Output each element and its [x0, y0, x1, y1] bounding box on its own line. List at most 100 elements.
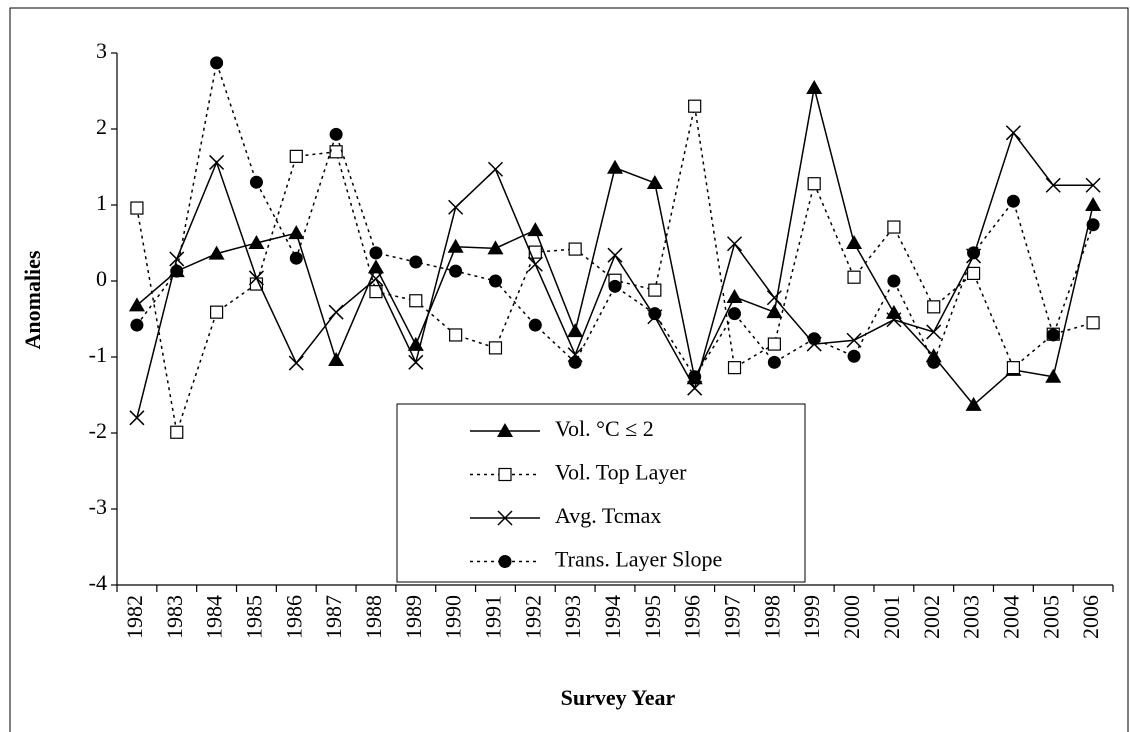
marker — [329, 127, 343, 141]
marker — [1086, 218, 1100, 232]
marker — [926, 324, 942, 340]
legend-label: Trans. Layer Slope — [555, 547, 722, 572]
marker — [648, 307, 662, 321]
marker — [1045, 368, 1062, 383]
marker — [847, 270, 861, 284]
marker — [806, 79, 823, 94]
y-tick-label: -3 — [89, 494, 107, 519]
x-tick-label: 2000 — [839, 595, 864, 639]
marker — [527, 256, 543, 272]
x-tick-label: 1997 — [720, 595, 745, 639]
marker — [1006, 194, 1020, 208]
x-tick-label: 1987 — [321, 595, 346, 639]
marker — [927, 355, 941, 369]
marker — [210, 56, 224, 70]
legend-box — [396, 403, 806, 583]
marker — [488, 274, 502, 288]
marker — [608, 279, 622, 293]
legend-label: Vol. °C ≤ 2 — [555, 416, 654, 441]
x-tick-label: 1998 — [759, 595, 784, 639]
marker — [687, 380, 703, 396]
marker — [967, 246, 981, 260]
marker — [409, 294, 423, 308]
marker — [487, 161, 504, 177]
marker — [767, 355, 781, 369]
marker — [1005, 125, 1021, 141]
x-tick-label: 2003 — [959, 595, 984, 639]
marker — [170, 264, 184, 278]
marker — [289, 149, 303, 163]
marker — [527, 222, 544, 237]
marker — [170, 425, 184, 439]
y-tick-label: -2 — [89, 418, 107, 443]
x-tick-label: 2004 — [998, 595, 1023, 639]
marker — [726, 236, 743, 252]
series-line — [136, 106, 1094, 433]
marker — [885, 304, 902, 319]
x-tick-label: 2001 — [879, 595, 904, 639]
marker — [248, 270, 264, 286]
marker — [767, 337, 781, 351]
y-axis-title: Anomalies — [20, 250, 45, 349]
marker — [607, 159, 623, 174]
x-tick-label: 1991 — [481, 595, 506, 639]
marker — [208, 245, 225, 260]
x-tick-label: 1992 — [520, 595, 545, 639]
series-line — [136, 87, 1094, 406]
marker — [567, 323, 584, 338]
x-tick-label: 2002 — [919, 595, 944, 639]
marker — [607, 247, 623, 263]
marker — [369, 246, 383, 260]
marker — [927, 300, 941, 314]
marker — [726, 288, 743, 303]
marker — [1085, 197, 1102, 211]
marker — [130, 318, 144, 332]
marker — [646, 174, 663, 189]
marker — [447, 238, 464, 253]
x-tick-label: 1984 — [202, 595, 227, 639]
marker — [408, 354, 424, 370]
marker — [448, 199, 464, 215]
marker — [498, 555, 512, 568]
marker — [846, 235, 863, 249]
legend-label: Avg. Tcmax — [555, 503, 661, 528]
marker — [727, 361, 742, 375]
marker — [1006, 361, 1021, 375]
x-tick-label: 1994 — [600, 595, 625, 639]
marker — [497, 510, 513, 526]
marker — [169, 251, 185, 267]
marker — [409, 255, 423, 269]
marker — [528, 245, 542, 259]
x-tick-label: 1988 — [361, 595, 386, 639]
marker — [965, 396, 982, 411]
x-tick-label: 2006 — [1078, 595, 1103, 639]
marker — [487, 240, 504, 255]
marker — [886, 312, 902, 328]
marker — [449, 264, 463, 278]
marker — [498, 467, 512, 482]
x-tick-label: 2005 — [1038, 595, 1063, 639]
y-tick-label: 2 — [96, 114, 107, 139]
marker — [887, 274, 901, 288]
marker — [367, 259, 384, 274]
legend-label: Vol. Top Layer — [555, 460, 687, 485]
marker — [568, 355, 582, 369]
marker — [129, 410, 145, 426]
marker — [248, 235, 265, 249]
x-tick-label: 1993 — [560, 595, 585, 639]
x-tick-label: 1989 — [401, 595, 426, 639]
marker — [846, 332, 862, 348]
x-tick-label: 1983 — [162, 595, 187, 639]
x-tick-label: 1986 — [281, 595, 306, 639]
marker — [1085, 177, 1101, 193]
marker — [728, 307, 742, 321]
marker — [288, 225, 305, 240]
marker — [688, 99, 702, 113]
marker — [329, 145, 343, 159]
marker — [368, 271, 384, 287]
marker — [688, 370, 702, 384]
marker — [128, 297, 145, 312]
marker — [449, 328, 463, 342]
marker — [289, 251, 303, 265]
x-tick-label: 1982 — [122, 595, 147, 639]
